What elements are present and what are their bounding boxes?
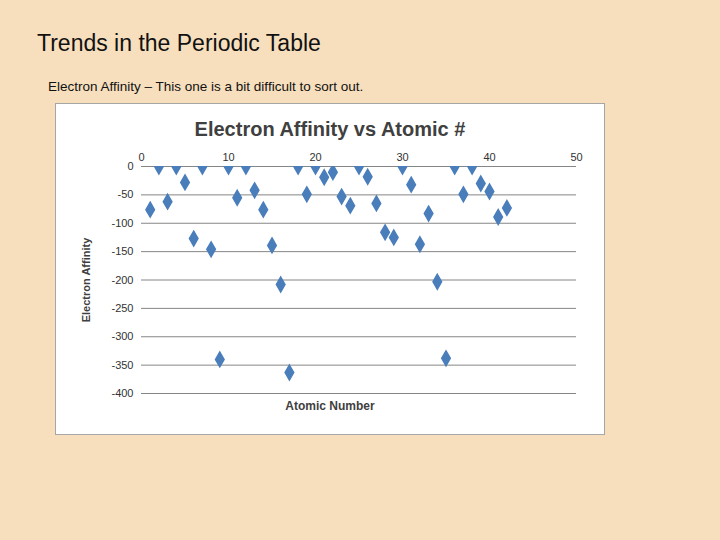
svg-text:0: 0 (127, 160, 133, 172)
svg-text:-350: -350 (111, 359, 133, 371)
svg-text:-50: -50 (118, 188, 134, 200)
svg-text:30: 30 (396, 151, 408, 163)
svg-text:-250: -250 (111, 302, 133, 314)
svg-text:50: 50 (570, 151, 582, 163)
html-text:Atomic Number: Atomic Number (285, 399, 375, 413)
svg-text:0: 0 (138, 151, 144, 163)
html-text:Electron Affinity – This one i: Electron Affinity – This one is a bit di… (48, 79, 364, 94)
svg-text:40: 40 (483, 151, 495, 163)
svg-text:-200: -200 (111, 274, 133, 286)
svg-text:10: 10 (222, 151, 234, 163)
html-text:Trends in the Periodic Table: Trends in the Periodic Table (37, 30, 321, 56)
svg-text:-100: -100 (111, 217, 133, 229)
svg-text:20: 20 (309, 151, 321, 163)
html-text:Electron Affinity: Electron Affinity (80, 237, 92, 323)
svg-text:-150: -150 (111, 245, 133, 257)
svg-text:-400: -400 (111, 387, 133, 399)
html-text:Electron Affinity vs Atomic #: Electron Affinity vs Atomic # (194, 118, 466, 140)
svg-text:-300: -300 (111, 330, 133, 342)
